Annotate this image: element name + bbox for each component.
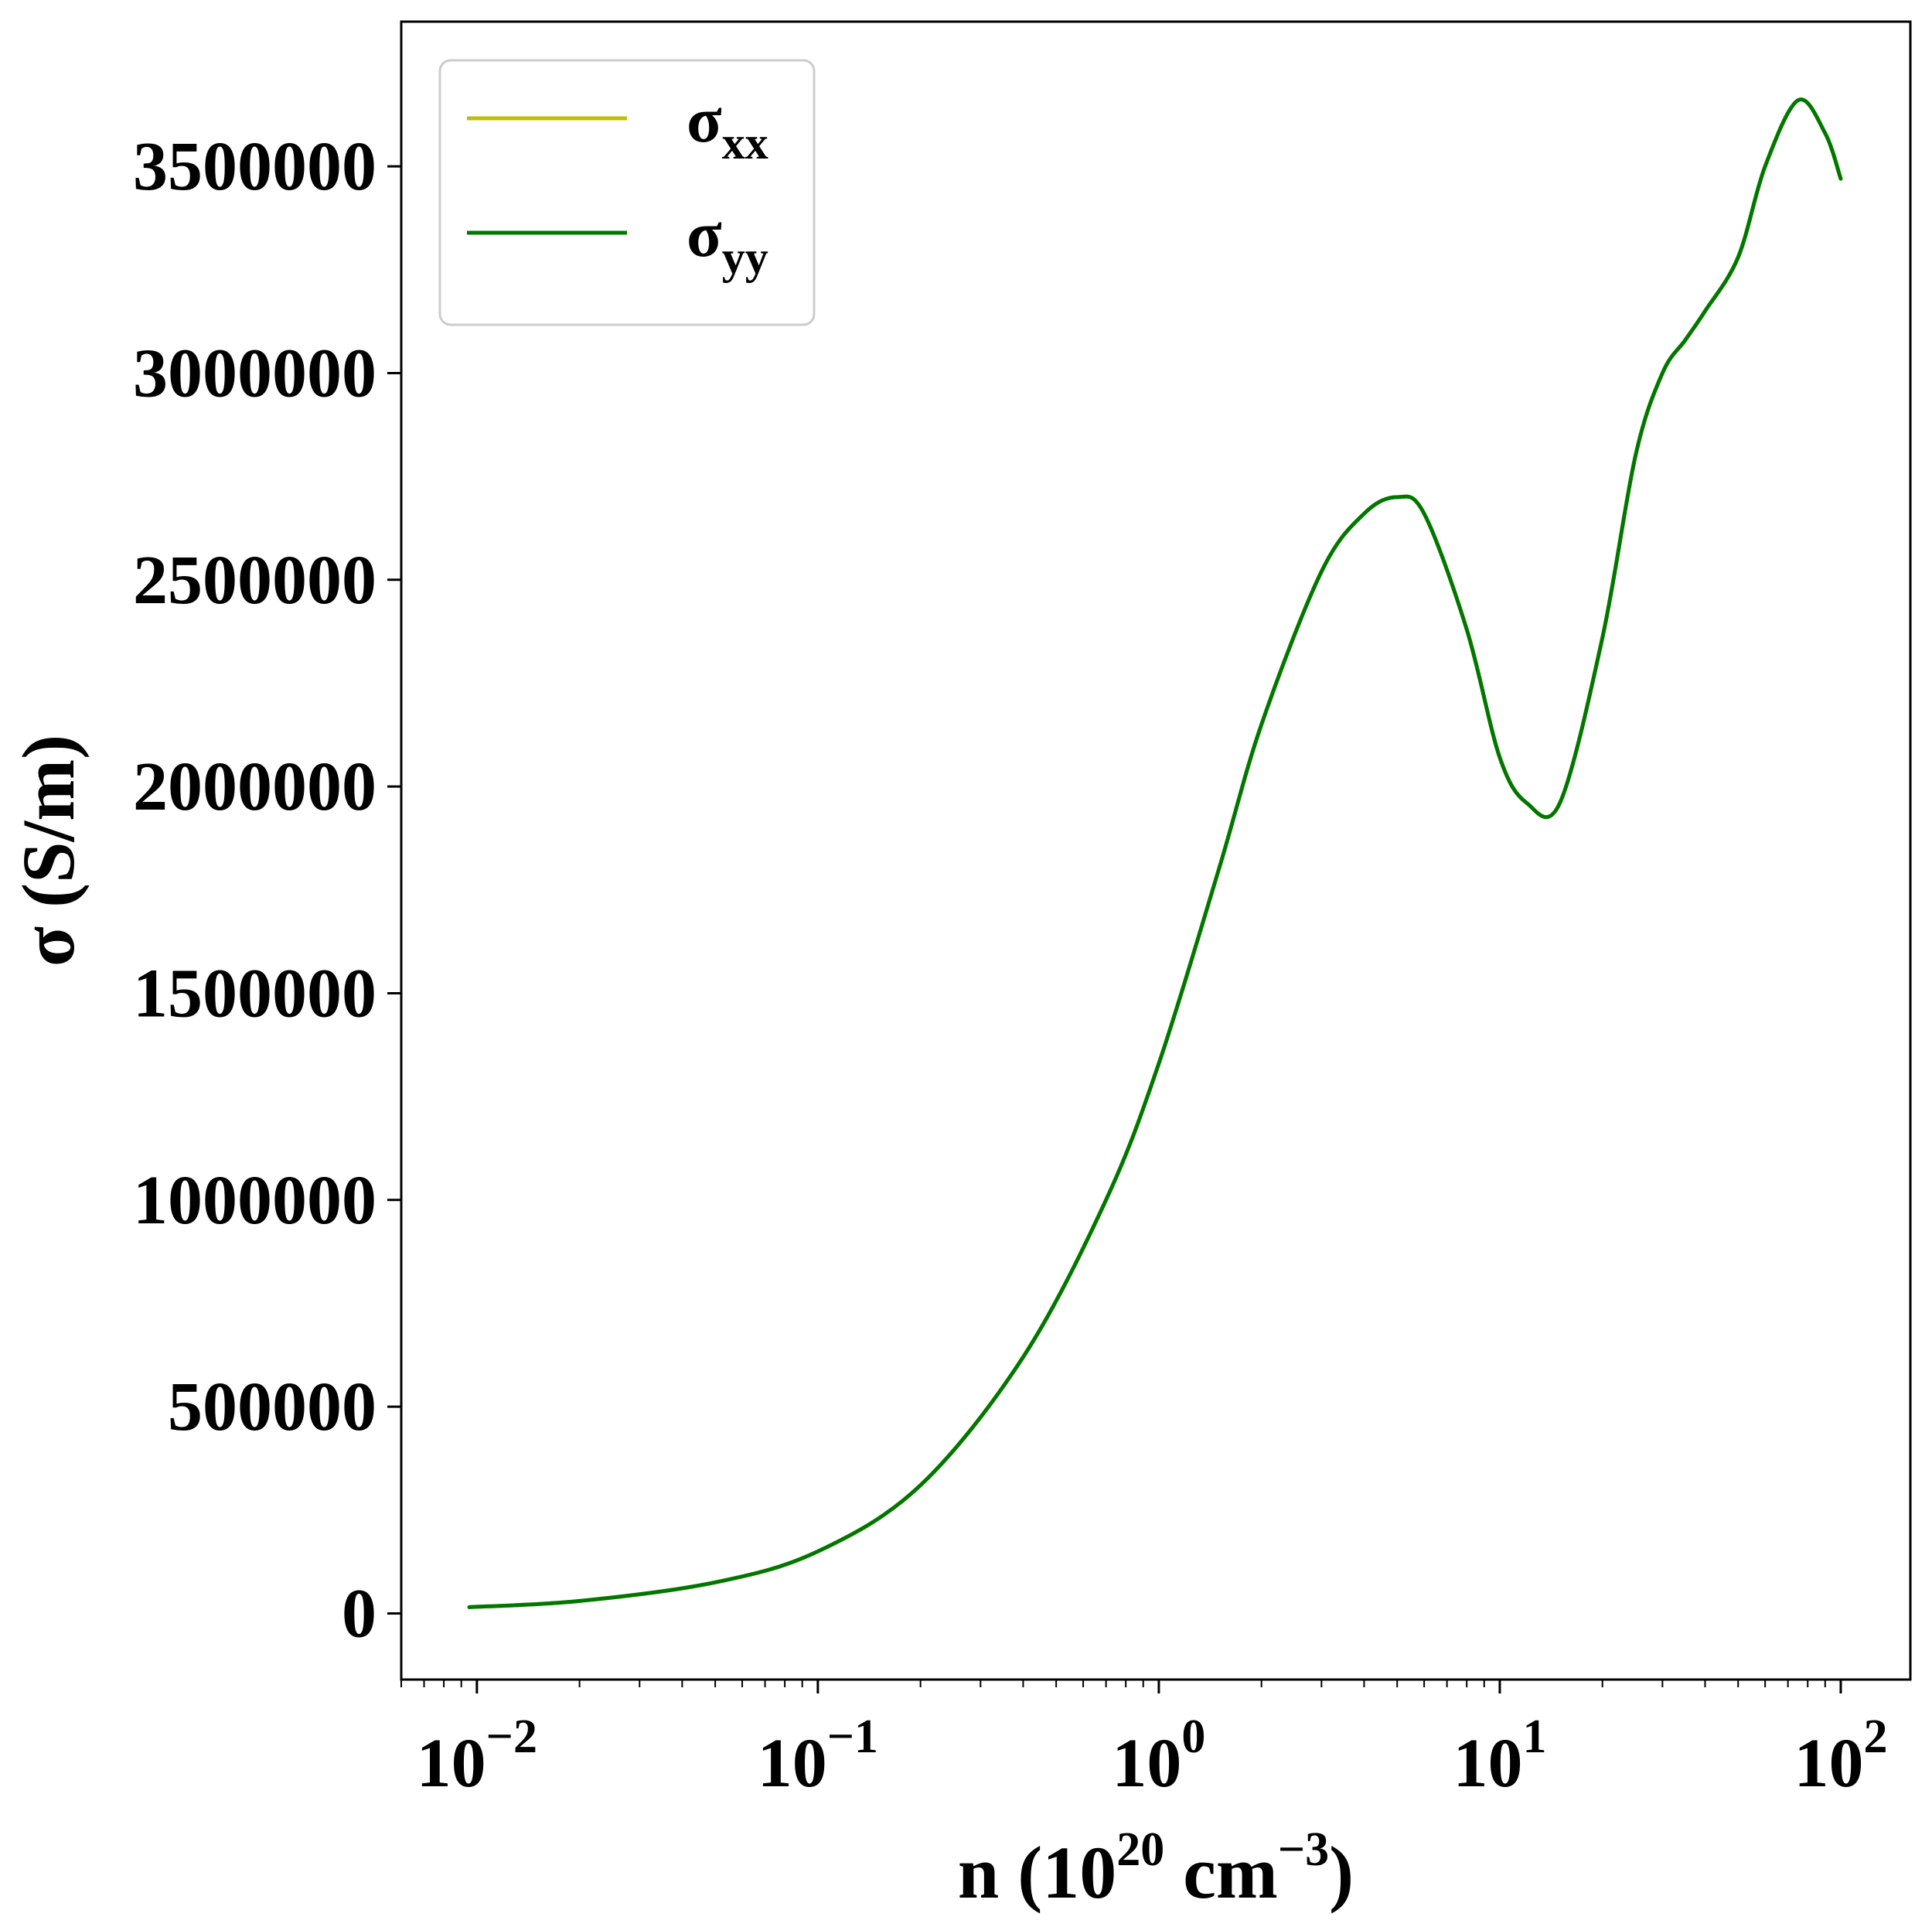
x-tick-label-exp: 2 [1863, 1710, 1887, 1763]
legend-label-sigma-xx-base: σ [687, 84, 722, 156]
legend: σxx σyy [438, 59, 816, 326]
x-axis-label-sup1: 20 [1116, 1823, 1164, 1876]
x-tick-label-exp: 0 [1181, 1710, 1205, 1763]
x-tick-label-exp: −1 [827, 1710, 878, 1763]
y-axis-ticks: 0 500000 1000000 1500000 2000000 2500000 30000… [133, 128, 401, 1652]
legend-label-sigma-yy: σyy [687, 199, 768, 283]
x-tick-label: 10−2 [417, 1710, 537, 1802]
x-axis-ticks: 10−2 10−1 100 101 102 [400, 1680, 1887, 1802]
x-tick-label-base: 10 [758, 1725, 827, 1802]
legend-label-sigma-yy-base: σ [687, 199, 722, 271]
legend-label-sigma-xx-sub: xx [722, 118, 768, 169]
y-tick-label: 1000000 [133, 1162, 377, 1239]
series-layer [467, 97, 1843, 1609]
plot-frame [400, 20, 1912, 1681]
x-tick-label: 100 [1112, 1710, 1205, 1802]
x-tick-label-base: 10 [1112, 1725, 1181, 1802]
legend-label-sigma-xx: σxx [687, 84, 768, 169]
x-axis-label-pre: n (10 [958, 1831, 1116, 1914]
y-tick-label: 0 [342, 1575, 377, 1652]
x-tick-label-exp: 1 [1522, 1710, 1546, 1763]
y-tick-label: 1500000 [133, 955, 377, 1032]
y-tick-label: 3000000 [133, 335, 377, 411]
y-tick-label: 2000000 [133, 749, 377, 825]
x-tick-label-base: 10 [417, 1725, 486, 1802]
legend-box [438, 59, 816, 326]
x-tick-label-exp: −2 [486, 1710, 537, 1763]
x-tick-label: 10−1 [758, 1710, 878, 1802]
x-tick-label: 101 [1453, 1710, 1546, 1802]
x-tick-label-base: 10 [1794, 1725, 1863, 1802]
y-tick-label: 2500000 [133, 542, 377, 619]
y-tick-label: 3500000 [133, 128, 377, 205]
series-line-sigma-yy [467, 97, 1843, 1609]
x-axis-label: n (1020 cm−3) [958, 1823, 1354, 1914]
y-tick-label: 500000 [168, 1369, 377, 1445]
x-axis-label-sup2: −3 [1278, 1823, 1329, 1876]
legend-label-sigma-yy-sub: yy [722, 232, 768, 283]
y-axis-label: σ (S/m) [7, 735, 90, 967]
x-tick-label-base: 10 [1453, 1725, 1522, 1802]
x-axis-label-post: ) [1329, 1831, 1354, 1914]
x-tick-label: 102 [1794, 1710, 1887, 1802]
x-axis-label-mid: cm [1164, 1831, 1278, 1914]
